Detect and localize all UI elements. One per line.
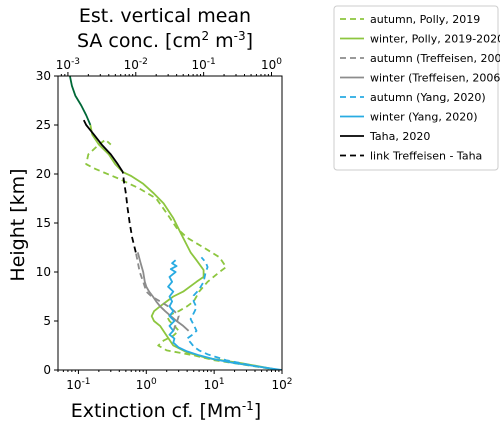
axis-ticks: 0 5 10 15 20 25 30 10-1 100 101 102 10-3 10-2 10-1 100 — [36, 57, 293, 392]
top-tick-label: 10-2 — [124, 57, 148, 72]
legend-box — [333, 5, 499, 171]
top-tick-label: 100 — [261, 57, 282, 72]
legend-label: winter, Polly, 2019-2020 — [370, 33, 500, 46]
y-tick-label: 25 — [36, 118, 51, 132]
y-tick-label: 30 — [36, 69, 51, 83]
y-tick-label: 15 — [36, 216, 51, 230]
series-line-7 — [121, 171, 137, 253]
legend-label: autumn (Treffeisen, 2006) — [370, 52, 500, 65]
plot-area — [69, 76, 282, 370]
series-line-6 — [82, 119, 124, 173]
series-line-1 — [89, 124, 280, 370]
x-tick-label: 100 — [136, 377, 157, 392]
x-tick-label: 102 — [271, 377, 292, 392]
x-tick-label: 101 — [204, 377, 225, 392]
series-line-4 — [186, 256, 280, 370]
top-tick-label: 10-3 — [56, 57, 80, 72]
top-axis-title-line2: SA conc. [cm2 m-3] — [77, 29, 253, 52]
top-tick-label: 10-1 — [191, 57, 215, 72]
series-line-3 — [136, 252, 190, 332]
y-tick-label: 0 — [43, 363, 51, 377]
series-line-8 — [69, 76, 92, 126]
y-tick-label: 20 — [36, 167, 51, 181]
x-axis-label: Extinction cf. [Mm-1] — [71, 399, 261, 422]
series-line-5 — [167, 259, 282, 370]
y-axis-label: Height [km] — [7, 168, 29, 281]
legend-label: Taha, 2020 — [369, 130, 430, 143]
series-line-0 — [85, 138, 280, 370]
legend-label: link Treffeisen - Taha — [370, 150, 482, 163]
legend-label: winter (Yang, 2020) — [370, 111, 478, 124]
legend-label: autumn, Polly, 2019 — [370, 13, 480, 26]
legend-label: winter (Treffeisen, 2006) — [370, 72, 500, 85]
legend-label: autumn (Yang, 2020) — [370, 91, 486, 104]
top-axis-title-line1: Est. vertical mean — [79, 5, 251, 27]
y-tick-label: 5 — [43, 314, 51, 328]
series-line-2 — [134, 252, 180, 332]
x-tick-label: 10-1 — [66, 377, 90, 392]
y-tick-label: 10 — [36, 265, 51, 279]
legend: autumn, Polly, 2019 winter, Polly, 2019-2… — [333, 5, 500, 171]
